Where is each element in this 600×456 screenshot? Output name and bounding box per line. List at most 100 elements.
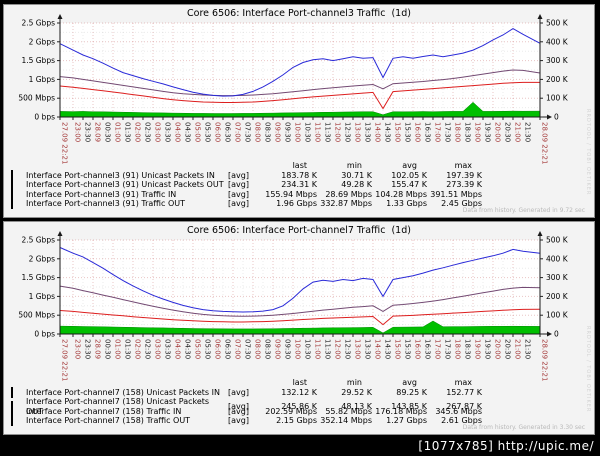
legend-label: Interface Port-channel3 (91) Unicast Pac… bbox=[26, 180, 224, 190]
plot-background bbox=[60, 240, 540, 334]
legend-value: 28.69 Mbps bbox=[325, 189, 372, 199]
legend-value: 345.6 Mbps bbox=[435, 406, 482, 416]
legend-value: 1.96 Gbps bbox=[276, 199, 317, 209]
x-tick-label: 07:30 bbox=[244, 339, 252, 359]
legend-value: 1.33 Gbps bbox=[386, 199, 427, 209]
legend-cf: [avg] bbox=[228, 416, 249, 426]
x-tick-label: 02:00 bbox=[134, 339, 142, 359]
x-tick-label: 12:30 bbox=[344, 122, 352, 142]
y-left-tick-label: 1 Gbps bbox=[29, 292, 55, 301]
x-tick-label: 03:30 bbox=[164, 339, 172, 359]
legend-value: 202.59 Mbps bbox=[265, 406, 317, 416]
x-tick-label: 12:00 bbox=[334, 122, 342, 142]
x-tick-label: 06:30 bbox=[224, 122, 232, 142]
legend-value: 2.45 Gbps bbox=[441, 199, 482, 209]
image-host-bar: [1077x785] http://upic.me/ bbox=[0, 435, 600, 456]
y-right-tick-label: 400 K bbox=[546, 254, 569, 263]
x-tick-label: 28.09 22:21 bbox=[541, 122, 549, 164]
x-tick-label: 21:30 bbox=[524, 339, 532, 359]
x-tick-label: 09:30 bbox=[284, 122, 292, 142]
x-tick-label: 17:30 bbox=[444, 339, 452, 359]
legend-value: 2.15 Gbps bbox=[276, 416, 317, 426]
graph-title: Core 6506: Interface Port-channel3 Traff… bbox=[187, 8, 411, 19]
series-traffic-out bbox=[59, 28, 541, 97]
y-left-tick-label: 2 Gbps bbox=[29, 254, 55, 263]
x-tick-label: 19:00 bbox=[474, 122, 482, 142]
x-tick-label: 28.09 bbox=[94, 122, 102, 142]
legend-value: 48.13 K bbox=[341, 401, 372, 411]
series-traffic-in bbox=[59, 101, 541, 118]
x-tick-label: 17:00 bbox=[434, 339, 442, 359]
image-host-caption: [1077x785] http://upic.me/ bbox=[418, 438, 594, 453]
y-right-tick-label: 200 K bbox=[546, 292, 569, 301]
x-tick-label: 21:30 bbox=[524, 122, 532, 142]
y-axis-left-labels: 2.5 Gbps 2 Gbps 1.5 Gbps 1 Gbps 500 Mbps 0 bp… bbox=[18, 19, 55, 122]
x-tick-label: 16:30 bbox=[424, 339, 432, 359]
legend-value: 102.05 K bbox=[391, 170, 427, 180]
x-tick-label: 11:00 bbox=[314, 122, 322, 142]
x-axis-labels: 27.09 22:21 23:00 23:30 28.09 00:30 01:00 01:3… bbox=[61, 339, 549, 381]
rrdtool-watermark: RRDTOOL / TOBI OETIKER bbox=[585, 326, 591, 413]
legend-cf: [avg] bbox=[228, 199, 249, 209]
legend-row: Interface Port-channel3 (91) Unicast Pac… bbox=[11, 179, 484, 191]
x-tick-label: 01:00 bbox=[114, 122, 122, 142]
legend-cf: [avg] bbox=[228, 180, 249, 190]
legend-row: Interface Port-channel3 (91) Traffic OUT… bbox=[11, 198, 484, 210]
x-tick-label: 15:30 bbox=[404, 122, 412, 142]
legend-column-header: last bbox=[292, 378, 307, 387]
x-tick-label: 04:30 bbox=[184, 122, 192, 142]
legend-value: 1.27 Gbps bbox=[386, 416, 427, 426]
graph-legend: last min avg max Interface Port-channel7 (15… bbox=[11, 378, 484, 427]
x-tick-label: 19:30 bbox=[484, 122, 492, 142]
graph-title: Core 6506: Interface Port-channel7 Traff… bbox=[187, 225, 411, 236]
legend-row: Interface Port-channel3 (91) Traffic IN [… bbox=[11, 188, 484, 200]
x-tick-label: 00:30 bbox=[104, 339, 112, 359]
x-tick-label: 09:00 bbox=[274, 122, 282, 142]
graph-canvas-port-channel7[interactable]: 2.5 Gbps 2 Gbps 1.5 Gbps 1 Gbps 500 Mbps 0 bp… bbox=[4, 222, 594, 434]
x-tick-label: 10:00 bbox=[294, 339, 302, 359]
legend-column-header: max bbox=[454, 161, 472, 170]
legend-row: Interface Port-channel3 (91) Unicast Pac… bbox=[11, 169, 484, 181]
x-tick-label: 04:00 bbox=[174, 339, 182, 359]
x-tick-label: 02:00 bbox=[134, 122, 142, 142]
y-right-tick-label: 100 K bbox=[546, 94, 569, 103]
legend-label: Interface Port-channel7 (158) Traffic IN bbox=[26, 406, 182, 416]
legend-value: 352.14 Mbps bbox=[320, 416, 372, 426]
graph-panel-port-channel3: Core 6506: Interface Port-channel3 Traff… bbox=[3, 4, 595, 218]
legend-column-header: min bbox=[346, 378, 362, 387]
y-right-tick-label: 300 K bbox=[546, 273, 569, 282]
y-left-tick-label: 1 Gbps bbox=[29, 75, 55, 84]
legend-cf: [avg] bbox=[228, 387, 249, 397]
legend-column-header: avg bbox=[402, 161, 417, 170]
y-right-tick-label: 500 K bbox=[546, 236, 569, 245]
series-traffic-in bbox=[59, 320, 541, 335]
y-left-tick-label: 500 Mbps bbox=[18, 311, 55, 320]
y-left-tick-label: 2 Gbps bbox=[29, 37, 55, 46]
x-tick-label: 05:00 bbox=[194, 339, 202, 359]
legend-value: 176.18 Mbps bbox=[375, 406, 427, 416]
legend-label: Interface Port-channel3 (91) Unicast Pac… bbox=[26, 170, 215, 180]
x-tick-label: 19:00 bbox=[474, 339, 482, 359]
graph-legend: last min avg max Interface Port-channel3 (91… bbox=[11, 161, 484, 210]
x-tick-label: 18:00 bbox=[454, 122, 462, 142]
x-tick-label: 20:00 bbox=[494, 339, 502, 359]
x-tick-label: 01:30 bbox=[124, 339, 132, 359]
x-tick-label: 08:00 bbox=[254, 122, 262, 142]
x-tick-label: 05:00 bbox=[194, 122, 202, 142]
x-tick-label: 20:00 bbox=[494, 122, 502, 142]
x-tick-label: 02:30 bbox=[144, 122, 152, 142]
x-tick-label: 13:00 bbox=[354, 122, 362, 142]
x-tick-label: 12:00 bbox=[334, 339, 342, 359]
y-left-tick-label: 1.5 Gbps bbox=[21, 273, 55, 282]
graph-footnote: Data from history. Generated in 9.72 sec bbox=[462, 207, 585, 214]
x-tick-label: 06:00 bbox=[214, 339, 222, 359]
legend-row: Interface Port-channel7 (158) Traffic IN… bbox=[11, 405, 484, 417]
x-axis-labels: 27.09 22:21 23:00 23:30 28.09 00:30 01:00 01:3… bbox=[61, 122, 549, 164]
graph-canvas-port-channel3[interactable]: 2.5 Gbps 2 Gbps 1.5 Gbps 1 Gbps 500 Mbps 0 bp… bbox=[4, 5, 594, 217]
x-tick-label: 01:00 bbox=[114, 339, 122, 359]
legend-header-row: last min avg max bbox=[11, 161, 484, 171]
x-tick-label: 15:00 bbox=[394, 122, 402, 142]
legend-value: 89.25 K bbox=[396, 387, 427, 397]
legend-value: 143.85 K bbox=[391, 401, 427, 411]
legend-value: 155.94 Mbps bbox=[265, 189, 317, 199]
